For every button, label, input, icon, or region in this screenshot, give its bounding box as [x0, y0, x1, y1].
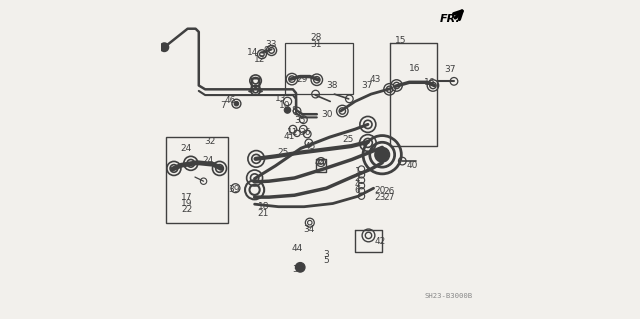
Circle shape [296, 263, 305, 272]
Text: 40: 40 [407, 161, 418, 170]
Text: 42: 42 [374, 237, 385, 246]
Text: 12: 12 [253, 56, 265, 64]
Text: 32: 32 [204, 137, 216, 146]
Text: 39: 39 [292, 265, 304, 274]
Text: 46: 46 [225, 96, 236, 105]
Text: 25: 25 [278, 148, 289, 157]
Text: 27: 27 [383, 193, 394, 202]
Text: 23: 23 [374, 193, 386, 202]
Text: 41: 41 [284, 132, 296, 141]
Text: 31: 31 [310, 40, 322, 48]
Text: 16: 16 [410, 64, 421, 73]
Text: 13: 13 [275, 94, 287, 103]
Circle shape [376, 148, 388, 161]
Text: 37: 37 [362, 81, 373, 90]
Text: 25: 25 [342, 135, 354, 144]
Text: 3: 3 [323, 250, 328, 259]
Text: 39: 39 [228, 185, 240, 194]
Text: 44: 44 [292, 244, 303, 253]
Text: 34: 34 [303, 225, 314, 234]
Text: 15: 15 [395, 36, 406, 45]
Text: 35: 35 [294, 116, 306, 125]
Text: 29: 29 [297, 75, 308, 84]
Text: 36: 36 [299, 128, 310, 137]
Text: 24: 24 [180, 144, 191, 153]
Circle shape [160, 43, 168, 51]
Text: 14: 14 [247, 48, 259, 57]
Text: 44: 44 [315, 158, 326, 167]
Text: 37: 37 [444, 65, 456, 74]
Text: 33: 33 [266, 40, 277, 48]
Text: 43: 43 [369, 75, 381, 84]
Text: 28: 28 [310, 33, 321, 42]
Text: 17: 17 [181, 193, 193, 202]
Text: SH23-B3000B: SH23-B3000B [424, 293, 472, 299]
Text: 18: 18 [257, 202, 269, 211]
Text: 38: 38 [326, 81, 338, 90]
Text: 24: 24 [202, 156, 213, 165]
Text: 5: 5 [323, 256, 328, 265]
Circle shape [284, 107, 291, 113]
Text: 10: 10 [279, 101, 291, 110]
Text: 26: 26 [383, 187, 394, 196]
Bar [285, 43, 353, 94]
Text: FR.: FR. [439, 13, 460, 24]
Text: 22: 22 [181, 205, 193, 214]
Text: 8: 8 [291, 106, 297, 115]
Text: 4: 4 [355, 180, 360, 189]
Text: 21: 21 [257, 209, 269, 218]
Circle shape [234, 101, 239, 106]
Text: 7: 7 [220, 101, 225, 110]
Text: 2: 2 [355, 174, 360, 182]
Text: 9: 9 [263, 46, 269, 55]
Text: 20: 20 [374, 186, 386, 195]
Text: 16: 16 [424, 78, 436, 87]
Text: 11: 11 [287, 128, 299, 137]
Bar [166, 137, 228, 223]
Text: 45: 45 [304, 142, 316, 151]
Text: 6: 6 [355, 186, 360, 195]
Text: 1: 1 [355, 167, 360, 176]
Text: 30: 30 [321, 110, 333, 119]
Text: 19: 19 [181, 199, 193, 208]
